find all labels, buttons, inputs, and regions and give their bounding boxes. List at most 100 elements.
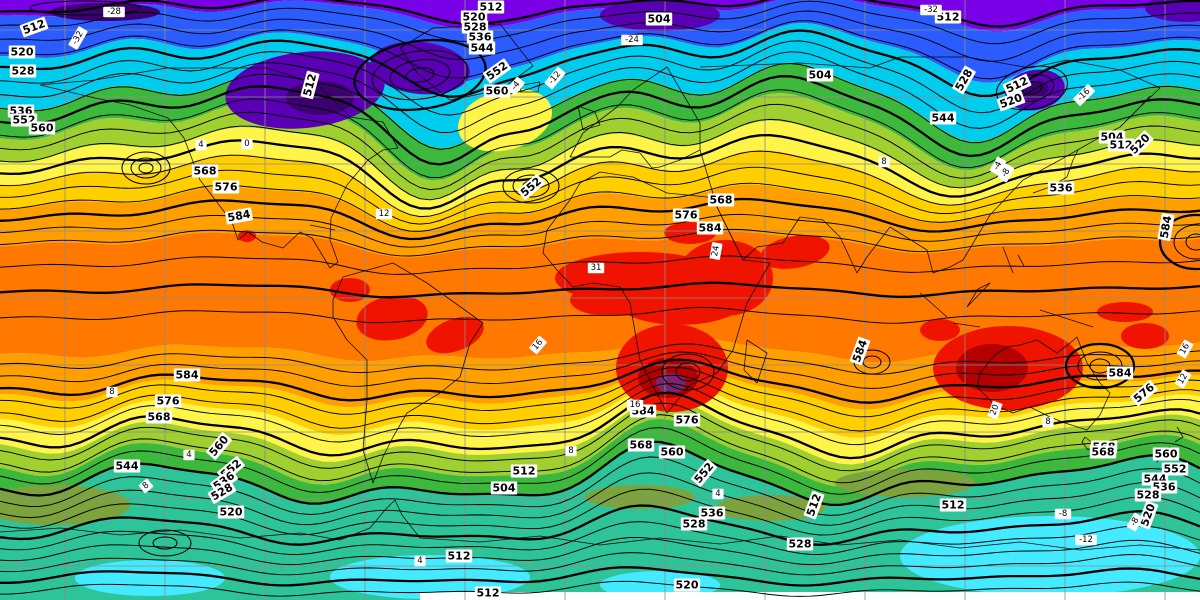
svg-text:8: 8	[1045, 417, 1050, 427]
height-contour-label: 536	[466, 30, 494, 44]
svg-text:584: 584	[1158, 214, 1175, 239]
svg-text:568: 568	[194, 165, 217, 178]
svg-text:528: 528	[789, 538, 812, 551]
height-contour-label: 520	[673, 578, 701, 592]
temp-contour-label: -8	[1054, 508, 1072, 520]
svg-text:512: 512	[942, 499, 965, 512]
height-contour-label: 568	[627, 438, 655, 452]
height-contour-label: 584	[1106, 366, 1134, 380]
height-contour-label: 576	[673, 413, 701, 427]
height-contour-label: 584	[225, 207, 253, 225]
svg-text:12: 12	[1176, 372, 1190, 386]
height-contour-label: 528	[1134, 488, 1162, 502]
svg-text:576: 576	[676, 414, 699, 427]
temp-contour-label: -12	[1075, 534, 1097, 546]
svg-text:568: 568	[630, 439, 653, 452]
height-contour-label: 568	[191, 164, 219, 178]
height-contour-label: 584	[696, 221, 724, 235]
temp-contour-label: 31	[587, 262, 605, 274]
height-contour-label: 520	[8, 45, 36, 59]
svg-text:-28: -28	[107, 7, 121, 17]
svg-text:576: 576	[215, 181, 238, 194]
svg-text:560: 560	[486, 85, 509, 98]
svg-text:8: 8	[109, 387, 114, 397]
temp-contour-label: -28	[103, 6, 125, 18]
svg-text:536: 536	[701, 507, 724, 520]
svg-text:520: 520	[676, 579, 699, 592]
height-contour-label: 520	[460, 10, 488, 24]
temp-contour-label: 16	[626, 399, 644, 411]
height-contour-label: 560	[483, 84, 511, 98]
height-contour-label: 520	[217, 505, 245, 519]
svg-text:512: 512	[513, 465, 536, 478]
svg-text:584: 584	[1109, 367, 1132, 380]
svg-text:20: 20	[988, 403, 1001, 417]
temp-contour-label: -8	[997, 163, 1015, 183]
svg-text:12: 12	[379, 209, 390, 219]
height-contour-label: 512	[300, 70, 320, 100]
height-contour-label: 544	[468, 41, 496, 55]
svg-text:560: 560	[661, 446, 684, 459]
svg-text:8: 8	[141, 480, 152, 491]
svg-text:24: 24	[710, 245, 722, 257]
temp-contour-label: 12	[375, 208, 393, 220]
temp-contour-label: 12	[1174, 369, 1192, 389]
temp-contour-label: 8	[565, 445, 577, 457]
height-contour-label: 568	[1089, 445, 1117, 459]
svg-text:512: 512	[477, 587, 500, 600]
svg-text:528: 528	[1137, 489, 1160, 502]
svg-text:4: 4	[186, 450, 191, 460]
height-contour-label: 504	[645, 12, 673, 26]
svg-text:16: 16	[1178, 342, 1192, 356]
svg-text:-8: -8	[1059, 509, 1067, 519]
height-contour-label: 544	[929, 111, 957, 125]
height-contour-label: 528	[786, 537, 814, 551]
height-contour-label: 584	[173, 368, 201, 382]
temp-contour-label: 0	[241, 138, 253, 150]
temp-contour-label: -24	[621, 34, 643, 46]
temp-contour-label: 4	[183, 449, 195, 461]
temp-contour-label: 8	[138, 478, 154, 494]
height-contour-label: 512	[477, 0, 505, 14]
svg-text:584: 584	[227, 208, 252, 225]
height-contour-label: 512	[510, 464, 538, 478]
svg-text:568: 568	[148, 411, 171, 424]
height-contour-label: 560	[1152, 447, 1180, 461]
height-contour-label: 568	[145, 410, 173, 424]
svg-text:560: 560	[31, 122, 54, 135]
temp-contour-label: 16	[529, 335, 547, 355]
svg-text:520: 520	[11, 46, 34, 59]
temp-contour-label: 24	[709, 242, 723, 260]
svg-text:528: 528	[12, 65, 35, 78]
temp-contour-label: 8	[106, 386, 118, 398]
height-contour-label: 560	[658, 445, 686, 459]
svg-text:576: 576	[157, 395, 180, 408]
svg-text:552: 552	[1164, 463, 1187, 476]
svg-text:584: 584	[176, 369, 199, 382]
height-contour-label: 528	[680, 517, 708, 531]
svg-text:504: 504	[648, 13, 671, 26]
height-contour-label: 504	[806, 68, 834, 82]
height-contour-label: 512	[939, 498, 967, 512]
temp-contour-label: -8	[1126, 512, 1144, 532]
svg-text:536: 536	[1050, 182, 1073, 195]
svg-text:544: 544	[932, 112, 955, 125]
svg-text:504: 504	[809, 69, 832, 82]
height-contour-label: 560	[28, 121, 56, 135]
contour-labels-layer: 5125205285365525605685765845125125205285…	[7, 0, 1194, 600]
svg-text:544: 544	[116, 460, 139, 473]
temp-contour-label: 16	[1176, 339, 1194, 359]
height-contour-label: 536	[1047, 181, 1075, 195]
svg-text:-32: -32	[924, 5, 938, 15]
svg-text:560: 560	[1155, 448, 1178, 461]
temp-contour-label: 4	[195, 139, 207, 151]
svg-text:512: 512	[937, 11, 960, 24]
svg-text:544: 544	[471, 42, 494, 55]
height-contour-label: 528	[461, 20, 489, 34]
height-contour-label: 536	[698, 506, 726, 520]
temp-contour-label: -4	[989, 156, 1007, 176]
svg-text:520: 520	[463, 11, 486, 24]
svg-text:512: 512	[301, 72, 320, 98]
height-contour-label: 544	[113, 459, 141, 473]
